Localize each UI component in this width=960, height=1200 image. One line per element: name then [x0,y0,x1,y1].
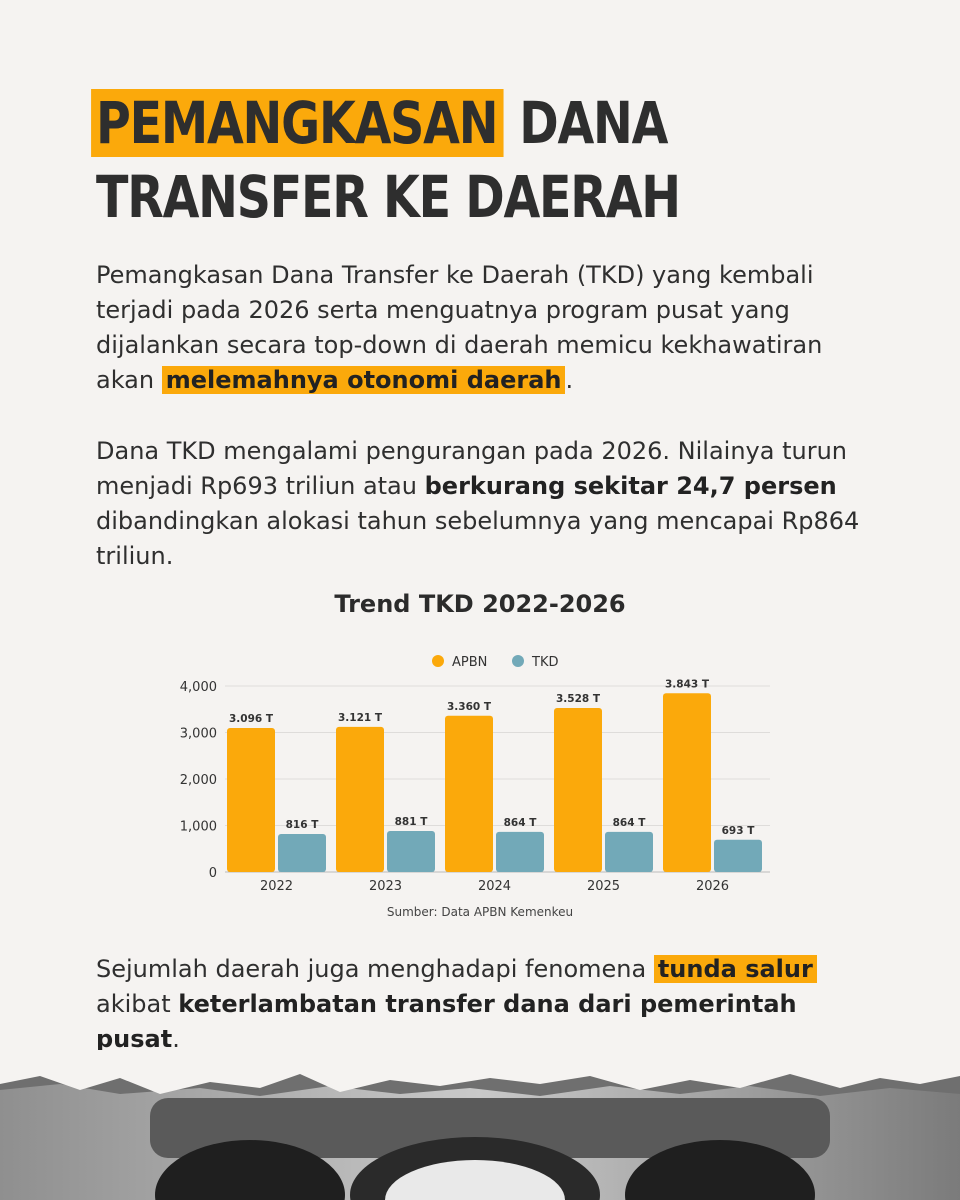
paragraph-tunda-salur: Sejumlah daerah juga menghadapi fenomena… [96,952,876,1057]
title-rest: DANA [503,89,668,157]
tunda-end: . [172,1025,180,1053]
chart-source: Sumber: Data APBN Kemenkeu [387,905,573,919]
bar-apbn-2025 [554,707,602,872]
bar-chart: APBN TKD 0 1,000 2,000 3,000 4,000 3.096 T 816 T… [180,655,770,919]
bar-apbn-2026 [663,693,711,872]
data-label: 881 T [395,816,429,828]
intro-text: Pemangkasan Dana Transfer ke Daerah (TKD… [96,261,823,394]
tunda-highlight: tunda salur [653,955,817,983]
y-tick-label: 1,000 [180,820,217,835]
y-tick-label: 3,000 [180,727,217,742]
data-label: 3.096 T [229,713,274,725]
paragraph-intro: Pemangkasan Dana Transfer ke Daerah (TKD… [96,258,876,398]
data-label: 3.843 T [665,678,710,690]
food-tray-photo [0,1050,960,1200]
data-label: 3.360 T [447,701,492,713]
chart-title: Trend TKD 2022-2026 [334,590,626,618]
bar-apbn-2022 [227,728,275,872]
paragraph-tkd: Dana TKD mengalami pengurangan pada 2026… [96,434,876,574]
tkd-bold: berkurang sekitar 24,7 persen [424,472,837,500]
y-tick-label: 2,000 [180,773,217,788]
data-label: 3.121 T [338,712,383,724]
tunda-text-b: akibat [96,990,179,1018]
x-tick-label: 2024 [478,879,511,894]
tkd-text-b: dibandingkan alokasi tahun sebelumnya ya… [96,507,860,570]
bar-apbn-2024 [445,715,493,872]
bar-tkd-2023 [387,831,435,872]
legend-label-apbn: APBN [452,655,487,670]
x-tick-label: 2026 [696,879,729,894]
data-label: 693 T [722,825,756,837]
data-label: 3.528 T [556,693,601,705]
legend-swatch-apbn [432,655,444,667]
x-tick-label: 2023 [369,879,402,894]
bar-apbn-2023 [336,726,384,872]
bar-tkd-2026 [714,839,762,872]
x-tick-label: 2025 [587,879,620,894]
title-line-2: TRANSFER KE DAERAH [96,163,681,231]
data-label: 816 T [286,819,320,831]
bar-tkd-2024 [496,831,544,872]
tunda-text-a: Sejumlah daerah juga menghadapi fenomena [96,955,654,983]
tkd-text-a: Dana TKD mengalami pengurangan pada 2026… [96,437,847,500]
page-title: PEMANGKASAN DANA TRANSFER KE DAERAH [91,86,681,234]
intro-highlight: melemahnya otonomi daerah [161,366,566,394]
data-label: 864 T [504,817,538,829]
tunda-bold: keterlambatan transfer dana dari pemerin… [96,990,797,1053]
title-highlight: PEMANGKASAN [91,89,504,157]
data-label: 864 T [613,817,647,829]
bar-tkd-2022 [278,834,326,872]
legend-swatch-tkd [512,655,524,667]
legend-label-tkd: TKD [531,655,558,670]
y-tick-label: 4,000 [180,680,217,695]
intro-end: . [565,366,574,394]
bar-tkd-2025 [605,831,653,872]
y-tick-label: 0 [209,866,217,881]
x-tick-label: 2022 [260,879,293,894]
